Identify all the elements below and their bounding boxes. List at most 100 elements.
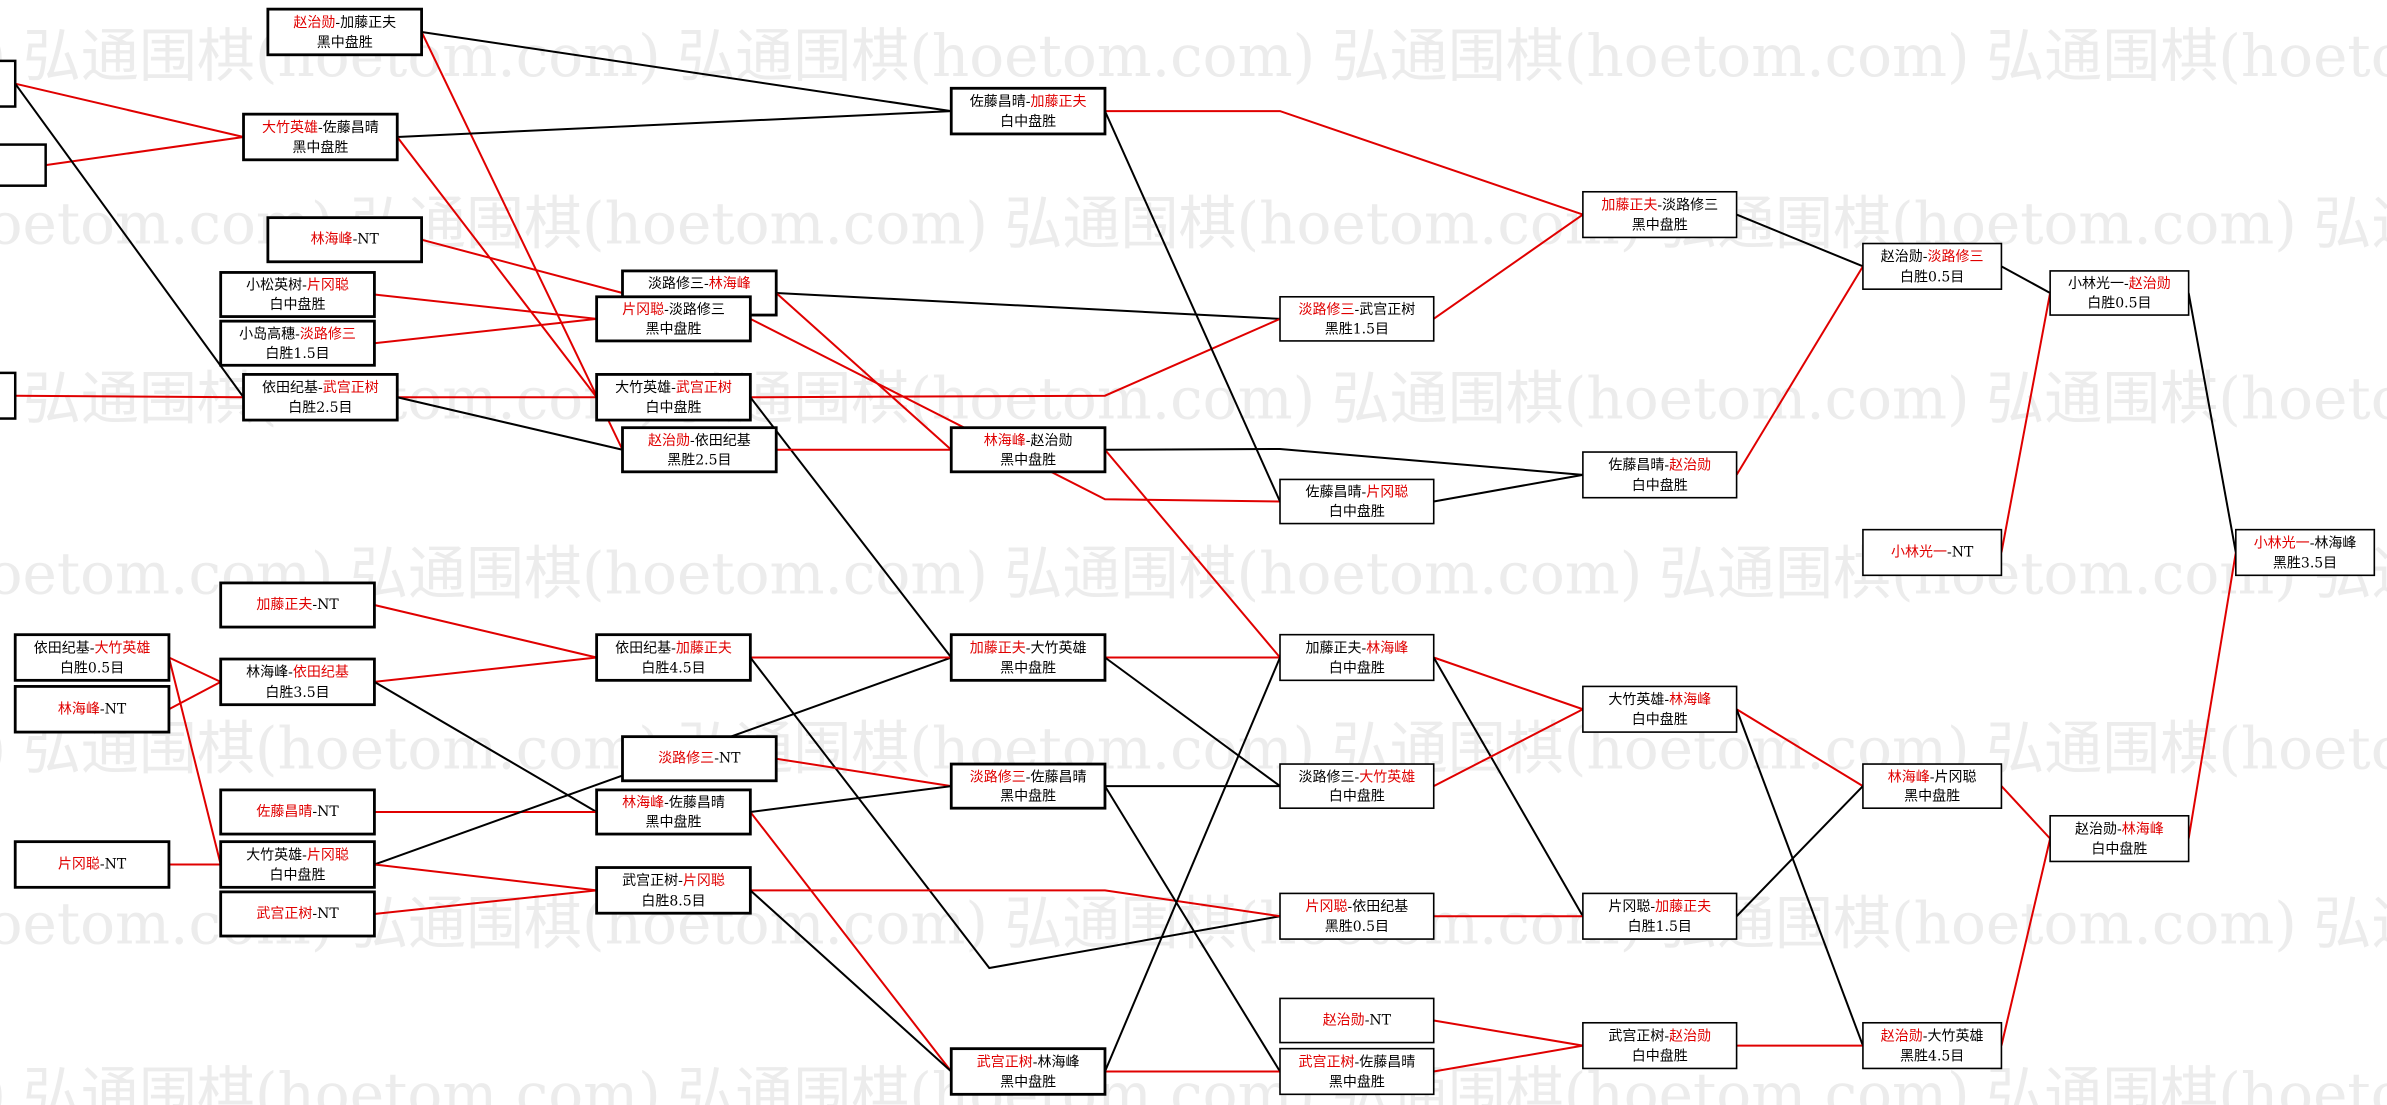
box (1582, 1021, 1738, 1070)
players: 淡路修三-大竹英雄 (1298, 768, 1415, 785)
match-box: 武宫正树-NT (219, 890, 376, 938)
watermark: 弘通围棋(hoetom.com) (1005, 539, 1643, 607)
white-player: 赵治勋 (2129, 276, 2171, 292)
result: 黑中盘胜 (1000, 451, 1056, 468)
box (1582, 892, 1738, 940)
black-player: 加藤正夫 (1305, 640, 1361, 656)
white-player: 武宫正树 (1359, 302, 1415, 318)
black-player: 淡路修三 (1298, 769, 1354, 785)
black-player: 佐藤昌晴 (1305, 485, 1361, 501)
connector (1735, 785, 1864, 917)
watermark: 弘通围棋(hoetom.com) (677, 22, 1315, 90)
connector (776, 291, 1281, 320)
connector (1433, 473, 1584, 503)
players: 武宫正树-林海峰 (977, 1054, 1080, 1070)
players: 片冈聪-加藤正夫 (1608, 899, 1711, 915)
separator: - (664, 302, 669, 318)
box (1279, 478, 1435, 525)
connector (750, 785, 952, 813)
black-player: 淡路修三 (970, 769, 1026, 785)
black-player: 林海峰 (246, 665, 288, 681)
separator: - (312, 804, 317, 820)
black-player: 片冈聪 (1608, 899, 1650, 915)
box (1582, 190, 1738, 239)
separator: - (1657, 197, 1662, 213)
players: 加藤正夫-大竹英雄 (970, 639, 1087, 656)
players: 小林光一-赵治勋 (2068, 276, 2171, 292)
connector (2187, 552, 2237, 839)
result: 白中盘胜 (270, 296, 326, 313)
watermark: 弘通围棋(hoetom.com) (350, 539, 988, 607)
separator: - (1361, 640, 1366, 656)
result: 白胜0.5目 (2087, 296, 2151, 312)
separator: - (1664, 458, 1669, 474)
connector (374, 317, 597, 345)
black-player: 武宫正树 (977, 1054, 1033, 1070)
result: 黑中盘胜 (292, 139, 348, 156)
separator: - (1664, 692, 1669, 708)
white-player: 赵治勋 (1669, 458, 1711, 474)
white-player: 大竹英雄 (1030, 639, 1086, 656)
match-box: 片冈聪-NT (13, 840, 171, 889)
black-player: 林海峰 (984, 433, 1026, 449)
separator: - (671, 640, 676, 656)
watermark: 弘通围棋(hoetom.com) (23, 1060, 661, 1105)
black-player: 大竹英雄 (262, 119, 318, 136)
box (242, 373, 399, 422)
players: 佐藤昌晴-NT (256, 804, 339, 820)
separator: - (1930, 769, 1935, 785)
white-player: 依田纪基 (695, 432, 751, 449)
box (595, 788, 752, 836)
separator: - (678, 873, 683, 889)
separator: - (664, 795, 669, 811)
watermark: 弘通围棋(hoetom.com) (1332, 22, 1970, 90)
players: 武宫正树-片冈聪 (622, 873, 725, 889)
separator: - (1923, 1028, 1928, 1044)
connector (1104, 447, 1583, 476)
watermark: 弘通围棋(hoetom.com) (1986, 714, 2387, 782)
separator: - (1026, 433, 1031, 449)
connector (1432, 657, 1584, 917)
connector (2000, 265, 2051, 294)
connector (749, 811, 953, 1073)
black-player: 依田纪基 (615, 639, 671, 656)
result: 白中盘胜 (1632, 711, 1688, 728)
players: 赵治勋-大竹英雄 (1881, 1027, 1984, 1044)
result: 白胜1.5目 (265, 346, 329, 362)
match-box: 林海峰-NT (13, 685, 171, 734)
partial-box (0, 59, 17, 108)
match-box: 加藤正夫-NT (219, 581, 376, 629)
result: 白中盘胜 (1632, 1048, 1688, 1065)
players: 淡路修三-武宫正树 (1298, 302, 1415, 318)
result: 白胜0.5目 (1900, 269, 1964, 285)
result: 黑中盘胜 (1000, 1073, 1056, 1090)
players: 淡路修三-NT (658, 751, 741, 767)
separator: - (1354, 1054, 1359, 1070)
white-player: 佐藤昌晴 (669, 795, 725, 811)
white-player: NT (105, 856, 127, 872)
connector (374, 293, 597, 320)
connector (1433, 1019, 1584, 1047)
connector (1104, 449, 1281, 659)
box (621, 426, 778, 474)
result: 黑胜2.5目 (667, 452, 731, 468)
white-player: NT (357, 232, 379, 248)
separator: - (1347, 899, 1352, 915)
separator: - (302, 847, 307, 863)
black-player: 大竹英雄 (615, 379, 671, 396)
box (1862, 242, 2003, 290)
box (949, 426, 1107, 474)
white-player: 林海峰 (2314, 535, 2356, 551)
black-player: 淡路修三 (1298, 302, 1354, 318)
black-player: 小林光一 (2254, 535, 2310, 551)
result: 黑中盘胜 (645, 320, 701, 337)
separator: - (288, 665, 293, 681)
